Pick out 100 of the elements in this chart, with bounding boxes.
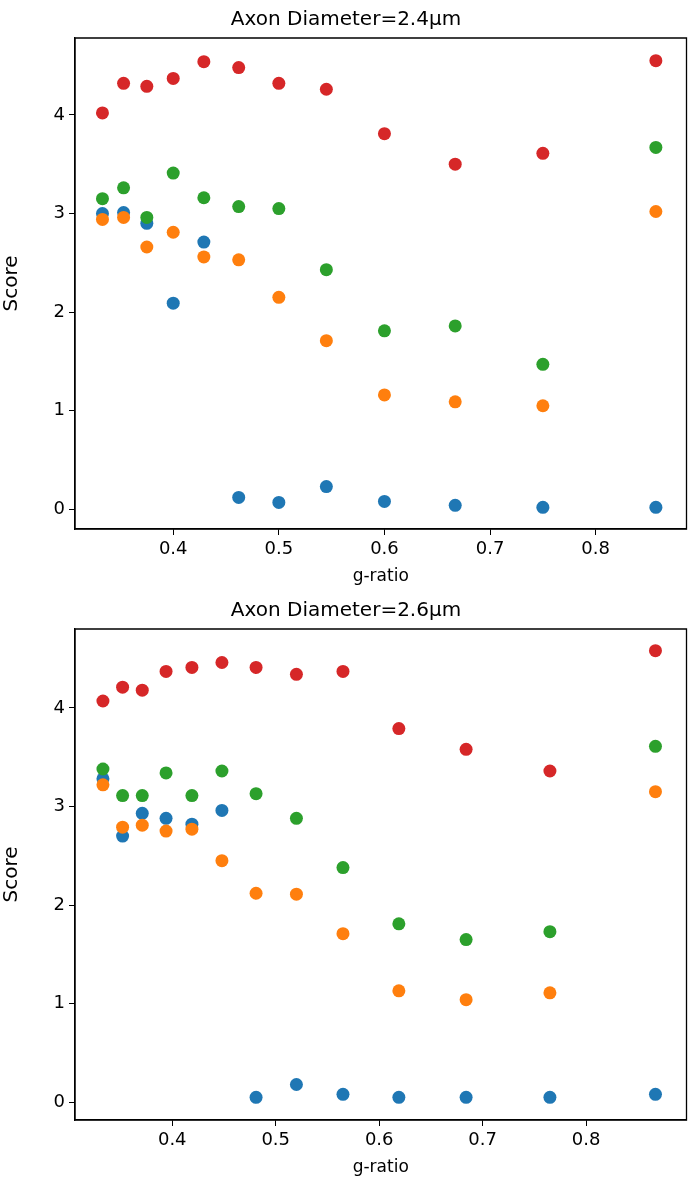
- point: [197, 55, 211, 69]
- point: [336, 927, 350, 941]
- point: [272, 290, 286, 304]
- chart-title: Axon Diameter=2.4μm: [230, 6, 462, 31]
- point: [536, 500, 550, 514]
- point: [648, 785, 662, 799]
- point: [96, 762, 110, 776]
- point: [96, 778, 110, 792]
- x-tick-label: 0.7: [475, 537, 505, 559]
- point: [272, 202, 286, 216]
- point: [249, 1090, 263, 1104]
- point: [649, 205, 663, 219]
- x-tick-label: 0.4: [157, 1128, 187, 1150]
- y-tick-label: 0: [53, 1089, 65, 1111]
- point: [215, 764, 229, 778]
- point: [215, 656, 229, 670]
- point: [117, 76, 131, 90]
- point: [140, 240, 154, 254]
- point: [166, 225, 180, 239]
- point: [166, 166, 180, 180]
- point: [95, 106, 109, 120]
- y-tick-label: 1: [53, 398, 65, 420]
- point: [117, 210, 131, 224]
- point: [459, 742, 473, 756]
- point: [649, 140, 663, 154]
- point: [215, 803, 229, 817]
- point: [159, 824, 173, 838]
- point: [249, 787, 263, 801]
- point: [289, 1078, 303, 1092]
- y-tick-label: 2: [53, 892, 65, 914]
- point: [166, 296, 180, 310]
- point: [159, 664, 173, 678]
- point: [185, 822, 199, 836]
- point: [215, 854, 229, 868]
- point: [319, 480, 333, 494]
- x-tick-label: 0.7: [468, 1128, 497, 1150]
- y-tick-label: 3: [53, 201, 65, 223]
- y-tick-label: 1: [53, 991, 65, 1013]
- point: [319, 334, 333, 348]
- y-tick-label: 0: [53, 496, 65, 518]
- y-axis-title: Score: [0, 255, 23, 312]
- point: [185, 789, 199, 803]
- point: [289, 811, 303, 825]
- point: [543, 764, 557, 778]
- point: [448, 157, 462, 171]
- point: [392, 722, 406, 736]
- x-axis-title: g-ratio: [352, 565, 409, 586]
- point: [543, 925, 557, 939]
- point: [116, 820, 130, 834]
- point: [232, 490, 246, 504]
- point: [336, 1087, 350, 1101]
- point: [392, 984, 406, 998]
- point: [96, 694, 110, 708]
- y-tick-label: 2: [53, 299, 65, 321]
- y-axis-title: Score: [0, 846, 23, 903]
- point: [319, 263, 333, 277]
- point: [249, 660, 263, 674]
- point: [116, 789, 130, 803]
- point: [272, 76, 286, 90]
- point: [135, 818, 149, 832]
- x-tick-label: 0.6: [364, 1128, 394, 1150]
- y-tick-label: 4: [53, 695, 65, 717]
- x-tick-label: 0.6: [370, 537, 399, 559]
- point: [536, 357, 550, 371]
- y-tick-label: 4: [53, 102, 65, 124]
- point: [649, 500, 663, 514]
- point: [459, 1090, 473, 1104]
- point: [459, 993, 473, 1007]
- point: [459, 933, 473, 947]
- point: [336, 861, 350, 875]
- point: [377, 388, 391, 402]
- point: [392, 917, 406, 931]
- point: [249, 886, 263, 900]
- point: [648, 739, 662, 753]
- point: [185, 660, 199, 674]
- x-tick-label: 0.5: [264, 537, 294, 559]
- point: [543, 1090, 557, 1104]
- chart-title: Axon Diameter=2.6μm: [230, 597, 462, 622]
- point: [166, 71, 180, 85]
- point: [232, 200, 246, 214]
- point: [197, 191, 211, 205]
- point: [448, 498, 462, 512]
- point: [648, 644, 662, 658]
- point: [140, 79, 154, 93]
- point: [648, 1087, 662, 1101]
- point: [232, 61, 246, 75]
- point: [135, 806, 149, 820]
- y-tick-label: 3: [53, 794, 65, 816]
- point: [159, 811, 173, 825]
- point: [272, 495, 286, 509]
- x-axis-title: g-ratio: [352, 1156, 409, 1177]
- point: [377, 324, 391, 338]
- x-tick-label: 0.5: [261, 1128, 291, 1150]
- point: [197, 235, 211, 249]
- point: [232, 253, 246, 267]
- point: [319, 82, 333, 96]
- point: [289, 887, 303, 901]
- point: [95, 212, 109, 226]
- point: [135, 789, 149, 803]
- point: [649, 54, 663, 68]
